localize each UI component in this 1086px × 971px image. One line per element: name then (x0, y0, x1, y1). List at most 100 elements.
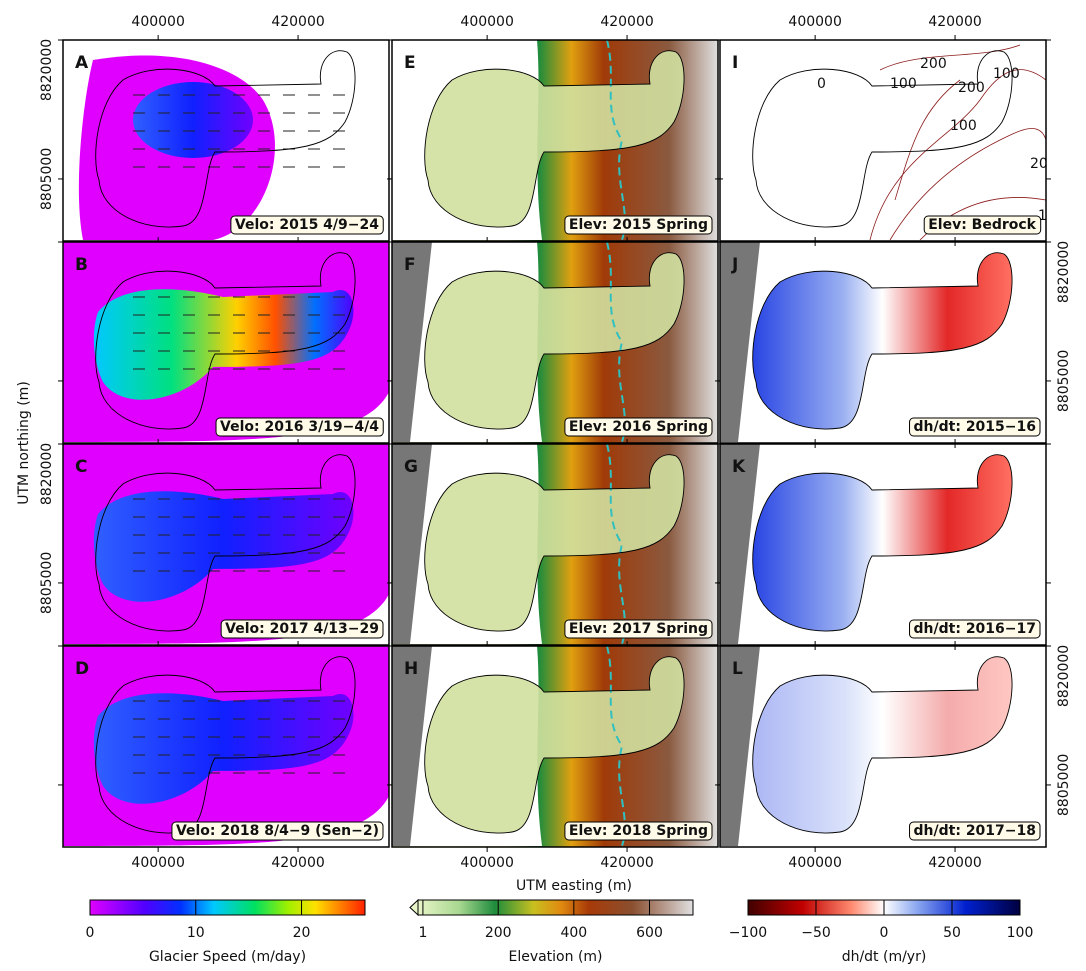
x-tick-label: 400000 (131, 855, 184, 871)
colorbar-tick-label: 50 (943, 925, 961, 941)
panel-frame (62, 443, 390, 646)
y-tick-label: 8805000 (1056, 350, 1072, 412)
panel-letter: L (732, 659, 743, 679)
speed-field (93, 491, 354, 602)
panel-letter: D (75, 659, 89, 679)
panel-letter: E (404, 53, 416, 73)
front-line (606, 40, 626, 241)
contour-line (894, 79, 961, 201)
contour-label: 100 (993, 66, 1020, 82)
caption-box (564, 821, 713, 841)
panel-frame (62, 39, 390, 242)
glacier-surface (424, 50, 685, 228)
caption-box (909, 821, 1041, 841)
y-tick-label: 8820000 (1056, 241, 1072, 303)
panel-caption: Velo: 2016 3/19−4/4 (220, 419, 379, 435)
map-content (78, 50, 356, 240)
colorbar (417, 899, 694, 916)
map-panel: H Elev: 2018 Spring 400000 420000 (387, 641, 723, 871)
dhdt-field (752, 656, 1013, 834)
panel-letter: B (75, 255, 88, 275)
x-tick-label: 400000 (788, 14, 841, 30)
map-content (720, 444, 1013, 644)
map-panel: Ldh/dt: 2017−18 400000 420000 8805000 882000… (715, 641, 1072, 871)
contour-line (869, 69, 1046, 241)
glacier-outline (95, 454, 356, 632)
no-data (720, 444, 760, 644)
panel-caption: Elev: Bedrock (928, 217, 1036, 233)
colorbar-extension (409, 898, 419, 917)
colorbar-label: dh/dt (m/yr) (842, 949, 927, 965)
contour-label: 100 (950, 118, 977, 134)
x-tick-label: 420000 (928, 855, 981, 871)
panel-caption: Velo: 2015 4/9−24 (235, 217, 379, 233)
x-axis-label: UTM easting (m) (516, 878, 632, 894)
contour-label: 100 (1038, 208, 1065, 224)
colorbar-tick-label: 10 (187, 925, 205, 941)
colorbar-label: Elevation (m) (508, 949, 602, 965)
glacier-outline (752, 50, 1013, 228)
panel-frame (391, 39, 719, 242)
map-panel: E Elev: 2015 Spring 400000 420000 (387, 14, 723, 246)
contour-line (879, 44, 1021, 71)
x-tick-label: 400000 (460, 855, 513, 871)
map-panel: B Velo: 2016 3/19−4/4 (58, 237, 394, 448)
panel-caption: Velo: 2018 8/4−9 (Sen−2) (176, 823, 379, 839)
colorbar-tick-label: 1 (418, 925, 427, 941)
speed-field (133, 82, 253, 158)
panel-caption: Elev: 2016 Spring (569, 419, 708, 435)
speed-field (93, 289, 354, 400)
glacier-outline (752, 454, 1013, 632)
glacier-outline (95, 252, 356, 430)
panel-letter: C (75, 457, 87, 477)
colorbar-tick-label: 0 (86, 925, 95, 941)
map-panel: G Elev: 2017 Spring (387, 439, 723, 650)
no-data (392, 444, 432, 644)
caption-box (171, 821, 384, 841)
x-tick-label: 420000 (600, 14, 653, 30)
panel-frame (719, 443, 1047, 646)
map-panel: Jdh/dt: 2015−16 8805000 8820000 (715, 237, 1072, 448)
colorbar-tick-label: 600 (636, 925, 663, 941)
contour-line (889, 128, 1046, 241)
dhdt-field (752, 454, 1013, 632)
colorbar-tick-label: 0 (880, 925, 889, 941)
colorbar (89, 899, 366, 916)
map-content (63, 444, 389, 644)
no-data (720, 242, 760, 442)
x-tick-label: 420000 (928, 14, 981, 30)
panel-caption: Velo: 2017 4/13−29 (225, 621, 379, 637)
map-panel: F Elev: 2016 Spring (387, 237, 723, 448)
panel-caption: dh/dt: 2015−16 (914, 419, 1036, 435)
map-content (63, 646, 389, 846)
x-tick-label: 420000 (271, 855, 324, 871)
contour-label: 0 (817, 76, 826, 92)
caption-box (220, 619, 384, 639)
y-tick-label: 8820000 (39, 39, 55, 101)
y-tick-label: 8805000 (1056, 754, 1072, 816)
y-tick-label: 8805000 (39, 552, 55, 614)
caption-box (923, 215, 1042, 235)
colorbar-tick-label: 20 (293, 925, 311, 941)
panel-caption: dh/dt: 2017−18 (914, 823, 1036, 839)
glacier-outline (424, 50, 685, 228)
glacier-surface (424, 252, 685, 430)
colorbar-tick-label: 100 (1007, 925, 1034, 941)
glacier-outline (424, 656, 685, 834)
no-data (720, 646, 760, 846)
y-tick-label: 8820000 (1056, 645, 1072, 707)
panel-frame (62, 645, 390, 848)
panel-caption: Elev: 2018 Spring (569, 823, 708, 839)
map-content (392, 242, 718, 443)
glacier-outline (424, 454, 685, 632)
panel-letter: J (731, 255, 738, 275)
front-line (606, 444, 626, 645)
colorbar-tick-label: −50 (801, 925, 831, 941)
front-line (606, 242, 626, 443)
caption-box (230, 215, 384, 235)
map-content (720, 242, 1013, 442)
panel-caption: Elev: 2017 Spring (569, 621, 708, 637)
panel-letter: H (404, 659, 418, 679)
